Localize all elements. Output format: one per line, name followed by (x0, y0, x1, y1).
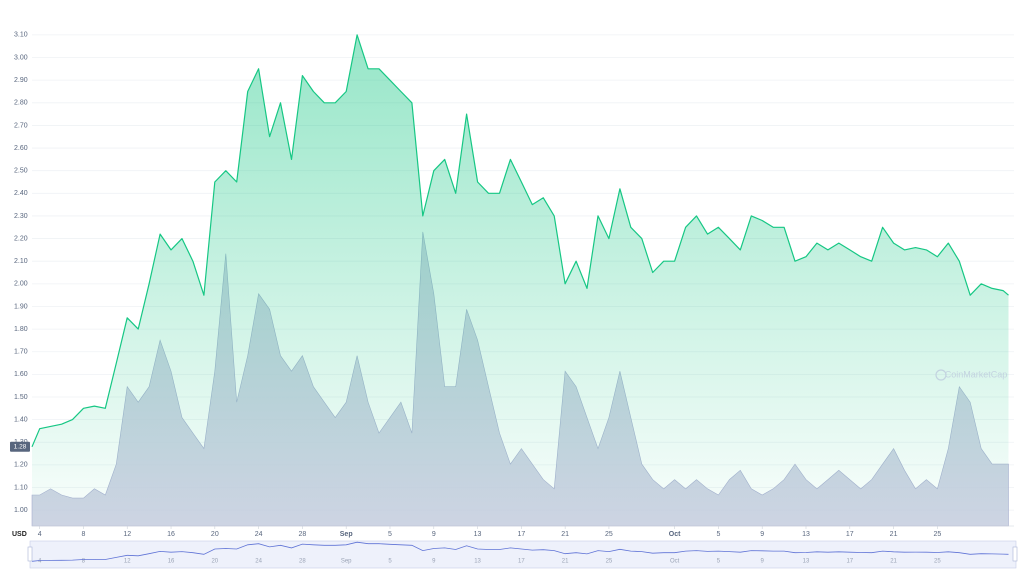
y-tick-label: 3.10 (14, 32, 28, 39)
y-tick-label: 1.20 (14, 462, 28, 469)
navigator-tick-label: 28 (299, 559, 306, 565)
x-tick-label: 17 (517, 531, 525, 538)
x-tick-label: 4 (38, 531, 42, 538)
y-tick-label: 3.00 (14, 54, 28, 61)
price-marker-box (10, 441, 30, 452)
x-tick-label: 13 (474, 531, 482, 538)
navigator-tick-label: 4 (38, 559, 42, 565)
watermark: CoinMarketCap (945, 369, 1008, 379)
x-tick-label: 5 (388, 531, 392, 538)
x-tick-label: 8 (82, 531, 86, 538)
x-tick-label: 25 (605, 531, 613, 538)
navigator-tick-label: 25 (606, 559, 613, 565)
y-tick-label: 1.10 (14, 484, 28, 491)
currency-label: USD (12, 531, 27, 538)
y-tick-label: 1.80 (14, 326, 28, 333)
navigator-tick-label: 8 (82, 559, 86, 565)
navigator-tick-label: 9 (761, 559, 765, 565)
x-tick-label: 25 (933, 531, 941, 538)
y-tick-label: 1.50 (14, 394, 28, 401)
y-tick-label: 2.80 (14, 100, 28, 107)
navigator-tick-label: 20 (211, 559, 218, 565)
price-area (32, 34, 1009, 527)
y-tick-label: 1.90 (14, 303, 28, 310)
x-tick-label: 5 (716, 531, 720, 538)
y-tick-label: 2.30 (14, 213, 28, 220)
navigator-line (31, 541, 1009, 562)
navigator-tick-label: 21 (890, 559, 897, 565)
navigator-tick-label: 5 (388, 559, 392, 565)
x-tick-label: 16 (167, 531, 175, 538)
navigator-tick-label: 12 (124, 559, 131, 565)
navigator-tick-label: 24 (255, 559, 262, 565)
navigator-tick-label: 17 (518, 559, 525, 565)
navigator-tick-label: 5 (717, 559, 721, 565)
x-tick-label: Oct (669, 531, 681, 538)
navigator-tick-label: 17 (846, 559, 853, 565)
watermark-logo (935, 369, 947, 381)
x-tick-label: 21 (561, 531, 569, 538)
navigator-tick-label: Oct (670, 559, 680, 565)
axes: 1.001.101.201.301.401.501.601.701.801.90… (10, 32, 1014, 538)
x-tick-label: Sep (340, 531, 353, 538)
y-tick-label: 1.00 (14, 507, 28, 514)
x-tick-label: 17 (846, 531, 854, 538)
y-tick-label: 1.70 (14, 349, 28, 356)
navigator-tick-label: 21 (562, 559, 569, 565)
y-tick-label: 2.90 (14, 77, 28, 84)
y-tick-label: 2.50 (14, 168, 28, 175)
x-tick-label: 24 (255, 531, 263, 538)
y-tick-label: 2.20 (14, 235, 28, 242)
x-tick-label: 13 (802, 531, 810, 538)
y-tick-label: 2.60 (14, 145, 28, 152)
x-tick-label: 20 (211, 531, 219, 538)
x-tick-label: 21 (890, 531, 898, 538)
x-tick-label: 9 (432, 531, 436, 538)
y-tick-label: 1.60 (14, 371, 28, 378)
navigator-handle[interactable] (27, 546, 33, 562)
navigator-tick-label: 9 (432, 559, 436, 565)
price-marker-label: 1.28 (14, 444, 27, 451)
x-tick-label: 28 (299, 531, 307, 538)
navigator-tick-label: Sep (341, 559, 352, 565)
price-layer (31, 34, 1009, 527)
navigator-layer: 4 8 12 16 20 24 28 Sep 5 9 13 17 21 25 Oct 5 9 13 17 21 25 (27, 541, 1018, 565)
price-line (31, 34, 1009, 448)
y-tick-label: 1.40 (14, 416, 28, 423)
navigator-tick-label: 13 (474, 559, 481, 565)
y-tick-label: 2.40 (14, 190, 28, 197)
navigator-tick-label: 13 (803, 559, 810, 565)
x-tick-label: 12 (123, 531, 131, 538)
navigator-tick-label: 16 (168, 559, 175, 565)
navigator-handle[interactable] (1012, 546, 1018, 562)
y-tick-label: 2.70 (14, 122, 28, 129)
y-tick-label: 2.00 (14, 281, 28, 288)
navigator-tick-label: 25 (934, 559, 941, 565)
y-tick-label: 2.10 (14, 258, 28, 265)
x-tick-label: 9 (760, 531, 764, 538)
